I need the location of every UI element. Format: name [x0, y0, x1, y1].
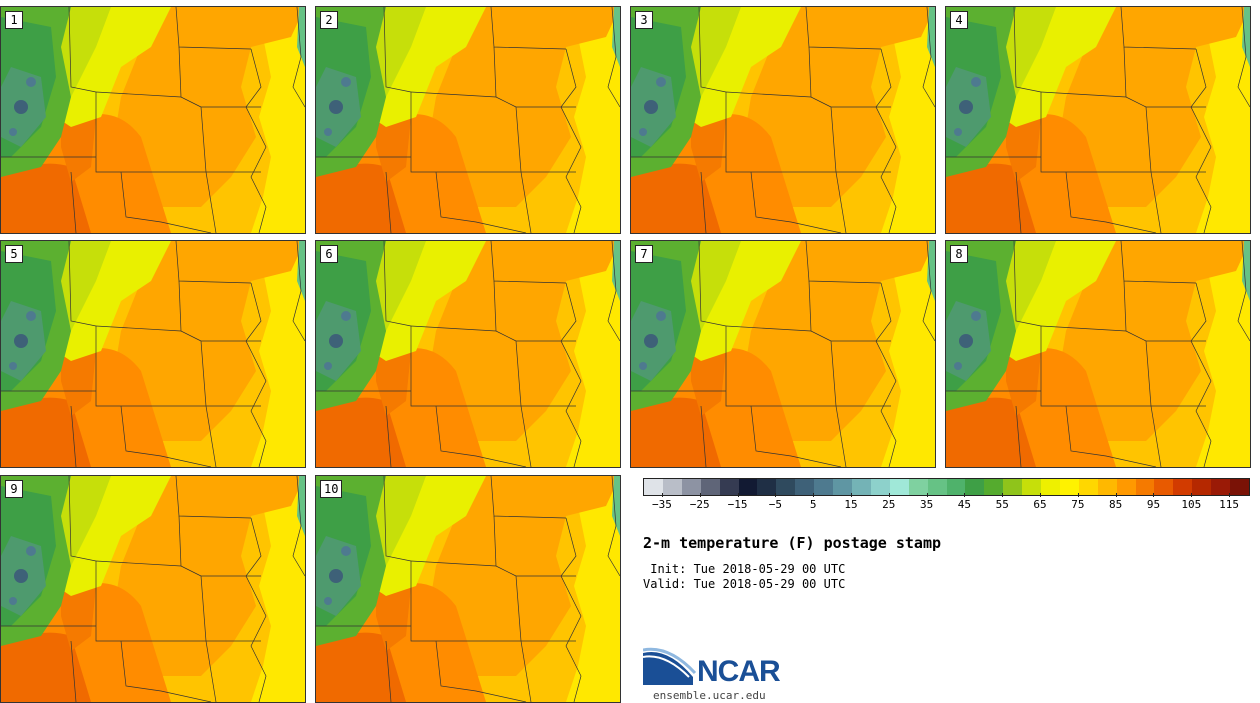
map-panel: 10	[315, 475, 621, 703]
colorbar-tick-mark	[775, 493, 777, 497]
colorbar-tick-mark	[699, 493, 701, 497]
colorbar-tick-mark	[964, 493, 966, 497]
colorbar-tick-mark	[926, 493, 928, 497]
map-panel: 4	[945, 6, 1251, 234]
chart-title: 2-m temperature (F) postage stamp	[643, 534, 942, 552]
colorbar-swatch	[1041, 479, 1060, 495]
colorbar-swatch	[908, 479, 928, 495]
colorbar-swatch	[889, 479, 909, 495]
colorbar-swatch	[1230, 479, 1249, 495]
colorbar-swatch	[1192, 479, 1212, 495]
colorbar-tick-mark	[737, 493, 739, 497]
member-label: 4	[950, 11, 968, 29]
colorbar-swatch	[1078, 479, 1098, 495]
member-label: 8	[950, 245, 968, 263]
colorbar-tick-mark	[888, 493, 890, 497]
member-label: 3	[635, 11, 653, 29]
map-panel: 5	[0, 240, 306, 468]
colorbar-swatch	[1154, 479, 1174, 495]
init-time: Init: Tue 2018-05-29 00 UTC	[643, 562, 846, 576]
colorbar-tick-label: 15	[844, 498, 858, 511]
colorbar-tick-label: −5	[768, 498, 782, 511]
colorbar-swatch	[757, 479, 777, 495]
colorbar-tick-label: −35	[651, 498, 672, 511]
colorbar-tick-label: −25	[689, 498, 710, 511]
colorbar-swatch	[1022, 479, 1042, 495]
colorbar-tick-label: 75	[1071, 498, 1085, 511]
colorbar-tick-mark	[813, 493, 815, 497]
member-label: 2	[320, 11, 338, 29]
colorbar-tick-label: 95	[1146, 498, 1161, 511]
colorbar-swatch	[946, 479, 966, 495]
map-panel: 6	[315, 240, 621, 468]
member-label: 1	[5, 11, 23, 29]
colorbar-swatch	[662, 479, 682, 495]
colorbar-swatch	[984, 479, 1004, 495]
colorbar-swatch	[870, 479, 890, 495]
colorbar-swatch	[965, 479, 985, 495]
colorbar-swatch	[700, 479, 720, 495]
member-label: 9	[5, 480, 23, 498]
temperature-colorbar	[643, 478, 1250, 496]
member-label: 5	[5, 245, 23, 263]
colorbar-tick-mark	[661, 493, 663, 497]
colorbar-swatch	[851, 479, 871, 495]
map-panel: 2	[315, 6, 621, 234]
colorbar-swatch	[1059, 479, 1079, 495]
map-panel: 7	[630, 240, 936, 468]
map-panel: 9	[0, 475, 306, 703]
colorbar-tick-label: 55	[995, 498, 1009, 511]
colorbar-tick-label: 65	[1033, 498, 1047, 511]
colorbar-swatch	[776, 479, 796, 495]
colorbar-tick-label: 5	[809, 498, 817, 511]
colorbar-tick-mark	[1153, 493, 1155, 497]
ncar-logo-icon	[643, 647, 697, 685]
colorbar-tick-label: −15	[727, 498, 748, 511]
colorbar-swatch	[1135, 479, 1155, 495]
logo-wordmark: NCAR	[697, 655, 781, 688]
colorbar-swatch	[1097, 479, 1117, 495]
colorbar-swatch	[833, 479, 852, 495]
colorbar-ticks: −35 −25 −15 −5 5 15 25 35 45 55 65 75 85 95 105 115	[643, 493, 1248, 512]
map-panel: 8	[945, 240, 1251, 468]
colorbar-tick-mark	[1191, 493, 1193, 497]
colorbar-swatch	[681, 479, 701, 495]
valid-time: Valid: Tue 2018-05-29 00 UTC	[643, 577, 846, 591]
colorbar-tick-label: 35	[919, 498, 934, 511]
colorbar-tick-label: 25	[882, 498, 896, 511]
colorbar-swatch	[1116, 479, 1136, 495]
colorbar-tick-mark	[1002, 493, 1004, 497]
colorbar-tick-mark	[850, 493, 852, 497]
colorbar-tick-label: 115	[1219, 498, 1240, 511]
member-label: 10	[320, 480, 343, 498]
colorbar-tick-label: 45	[957, 498, 972, 511]
map-panel: 3	[630, 6, 936, 234]
colorbar-swatch	[644, 479, 663, 495]
colorbar-tick-label: 105	[1181, 498, 1202, 511]
colorbar-tick-mark	[1040, 493, 1042, 497]
member-label: 6	[320, 245, 338, 263]
colorbar-swatch	[927, 479, 947, 495]
colorbar-tick-mark	[1115, 493, 1117, 497]
map-panel: 1	[0, 6, 306, 234]
colorbar-swatch	[1211, 479, 1231, 495]
colorbar-swatch	[814, 479, 834, 495]
colorbar-tick-mark	[1077, 493, 1079, 497]
colorbar-swatch	[738, 479, 758, 495]
colorbar-tick-mark	[1229, 493, 1231, 497]
colorbar-swatch	[1003, 479, 1023, 495]
colorbar-swatch	[795, 479, 815, 495]
ensemble-url: ensemble.ucar.edu	[653, 689, 766, 702]
colorbar-tick-label: 85	[1109, 498, 1123, 511]
member-label: 7	[635, 245, 653, 263]
colorbar-swatch	[719, 479, 739, 495]
colorbar-swatch	[1173, 479, 1193, 495]
